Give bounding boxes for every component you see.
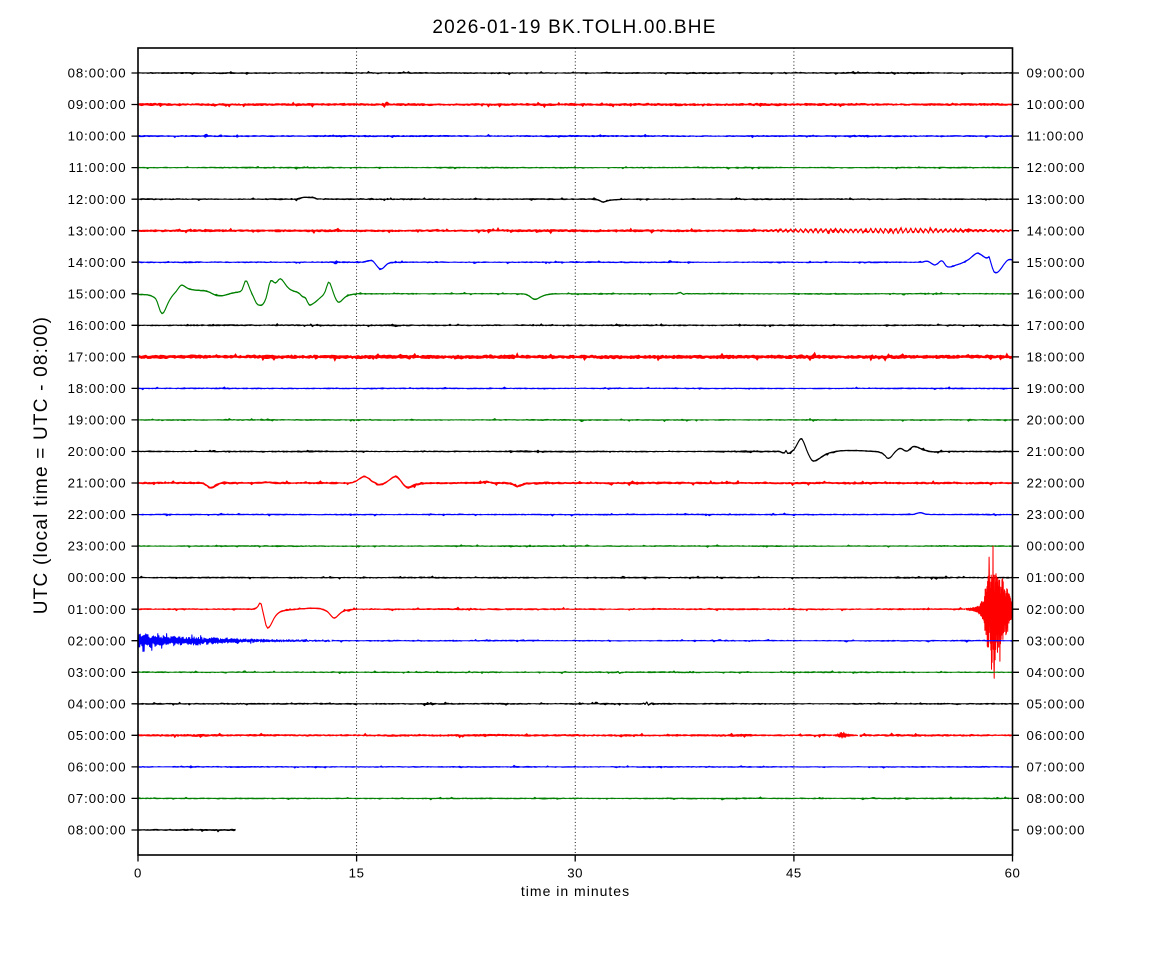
svg-text:05:00:00: 05:00:00: [68, 728, 127, 743]
svg-text:12:00:00: 12:00:00: [68, 192, 127, 207]
svg-text:00:00:00: 00:00:00: [68, 570, 127, 585]
svg-text:05:00:00: 05:00:00: [1027, 696, 1086, 711]
svg-text:08:00:00: 08:00:00: [1027, 791, 1086, 806]
svg-text:19:00:00: 19:00:00: [68, 413, 127, 428]
svg-text:23:00:00: 23:00:00: [1027, 507, 1086, 522]
svg-text:10:00:00: 10:00:00: [1027, 97, 1086, 112]
svg-text:01:00:00: 01:00:00: [68, 602, 127, 617]
svg-text:14:00:00: 14:00:00: [68, 255, 127, 270]
svg-text:15:00:00: 15:00:00: [68, 286, 127, 301]
svg-text:07:00:00: 07:00:00: [68, 791, 127, 806]
svg-text:18:00:00: 18:00:00: [68, 381, 127, 396]
svg-text:09:00:00: 09:00:00: [1027, 823, 1086, 838]
svg-text:2026-01-19 BK.TOLH.00.BHE: 2026-01-19 BK.TOLH.00.BHE: [432, 17, 716, 38]
svg-text:07:00:00: 07:00:00: [1027, 760, 1086, 775]
svg-text:UTC (local time = UTC - 08:00): UTC (local time = UTC - 08:00): [31, 316, 52, 614]
svg-text:16:00:00: 16:00:00: [68, 318, 127, 333]
svg-text:19:00:00: 19:00:00: [1027, 381, 1086, 396]
svg-text:13:00:00: 13:00:00: [68, 223, 127, 238]
svg-text:45: 45: [786, 866, 802, 881]
svg-text:22:00:00: 22:00:00: [68, 507, 127, 522]
svg-text:16:00:00: 16:00:00: [1027, 286, 1086, 301]
svg-text:04:00:00: 04:00:00: [68, 696, 127, 711]
svg-text:08:00:00: 08:00:00: [68, 66, 127, 81]
svg-text:22:00:00: 22:00:00: [1027, 476, 1086, 491]
svg-text:18:00:00: 18:00:00: [1027, 350, 1086, 365]
svg-text:17:00:00: 17:00:00: [68, 350, 127, 365]
svg-text:21:00:00: 21:00:00: [68, 476, 127, 491]
svg-text:30: 30: [567, 866, 583, 881]
svg-text:03:00:00: 03:00:00: [68, 665, 127, 680]
svg-text:02:00:00: 02:00:00: [1027, 602, 1086, 617]
svg-text:09:00:00: 09:00:00: [68, 97, 127, 112]
svg-text:01:00:00: 01:00:00: [1027, 570, 1086, 585]
svg-text:13:00:00: 13:00:00: [1027, 192, 1086, 207]
svg-text:12:00:00: 12:00:00: [1027, 160, 1086, 175]
svg-text:time in minutes: time in minutes: [521, 883, 630, 899]
svg-text:06:00:00: 06:00:00: [68, 760, 127, 775]
svg-text:00:00:00: 00:00:00: [1027, 539, 1086, 554]
svg-text:15:00:00: 15:00:00: [1027, 255, 1086, 270]
svg-text:11:00:00: 11:00:00: [69, 160, 127, 175]
svg-text:17:00:00: 17:00:00: [1027, 318, 1086, 333]
svg-text:0: 0: [134, 866, 142, 881]
svg-text:02:00:00: 02:00:00: [68, 633, 127, 648]
svg-text:09:00:00: 09:00:00: [1027, 66, 1086, 81]
svg-text:06:00:00: 06:00:00: [1027, 728, 1086, 743]
svg-text:20:00:00: 20:00:00: [1027, 413, 1086, 428]
svg-text:21:00:00: 21:00:00: [1027, 444, 1086, 459]
svg-text:10:00:00: 10:00:00: [68, 129, 127, 144]
svg-text:23:00:00: 23:00:00: [68, 539, 127, 554]
svg-text:03:00:00: 03:00:00: [1027, 633, 1086, 648]
svg-text:14:00:00: 14:00:00: [1027, 223, 1086, 238]
svg-text:11:00:00: 11:00:00: [1027, 129, 1085, 144]
svg-text:60: 60: [1005, 866, 1021, 881]
svg-text:08:00:00: 08:00:00: [68, 823, 127, 838]
svg-text:20:00:00: 20:00:00: [68, 444, 127, 459]
svg-text:15: 15: [349, 866, 365, 881]
svg-text:04:00:00: 04:00:00: [1027, 665, 1086, 680]
